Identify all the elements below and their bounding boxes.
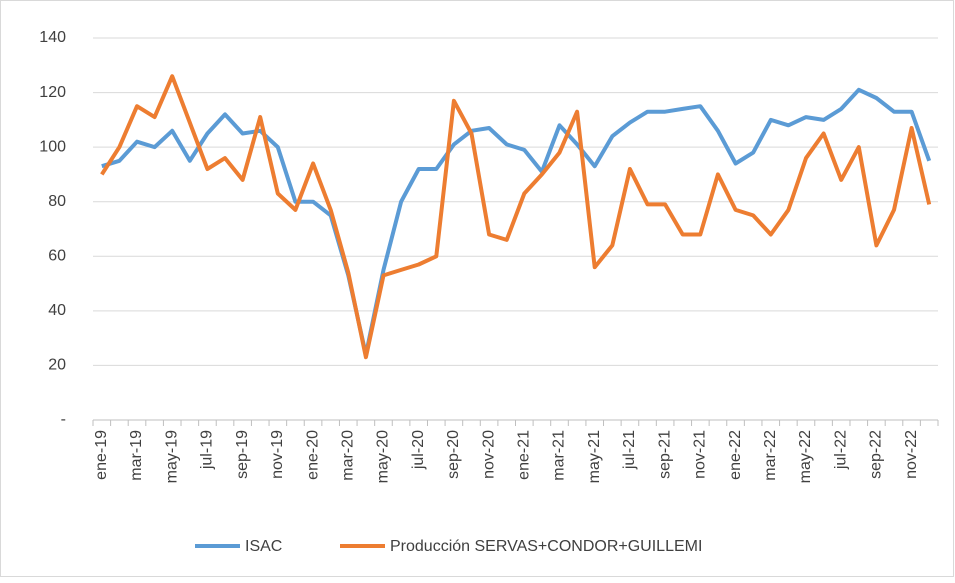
y-tick-label: 100 (39, 138, 66, 155)
x-tick-label: ene-21 (516, 430, 533, 480)
y-tick-label: 40 (48, 302, 66, 319)
y-tick-label: 80 (48, 193, 66, 210)
y-tick-label: 20 (48, 357, 66, 374)
line-series (100, 74, 932, 360)
x-tick-label: nov-21 (692, 430, 709, 479)
y-tick-label: 140 (39, 29, 66, 46)
line-series (101, 87, 932, 357)
x-tick-label: jul-19 (199, 430, 216, 470)
x-tick-label: ene-19 (93, 430, 110, 480)
y-tick-label: 60 (48, 248, 66, 265)
x-tick-label: mar-20 (339, 430, 356, 481)
x-tick-label: ene-20 (304, 430, 321, 480)
x-tick-label: sep-19 (234, 430, 251, 479)
x-tick-label: may-20 (375, 430, 392, 483)
x-tick-label: sep-22 (868, 430, 885, 479)
y-tick-label: 120 (39, 84, 66, 101)
x-tick-label: jul-22 (832, 430, 849, 470)
x-tick-label: may-21 (586, 430, 603, 483)
x-tick-label: mar-21 (551, 430, 568, 481)
x-tick-label: mar-19 (128, 430, 145, 481)
y-tick-label: - (61, 411, 66, 428)
x-tick-label: sep-21 (656, 430, 673, 479)
x-tick-label: nov-19 (269, 430, 286, 479)
x-tick-label: jul-21 (621, 430, 638, 470)
x-tick-label: sep-20 (445, 430, 462, 479)
x-tick-label: ene-22 (727, 430, 744, 480)
x-tick-label: may-22 (797, 430, 814, 483)
legend-label: Producción SERVAS+CONDOR+GUILLEMI (390, 538, 702, 555)
legend-label: ISAC (245, 538, 282, 555)
x-tick-label: nov-22 (903, 430, 920, 479)
x-tick-label: nov-20 (480, 430, 497, 479)
x-tick-label: mar-22 (762, 430, 779, 481)
x-tick-label: may-19 (163, 430, 180, 483)
x-tick-label: jul-20 (410, 430, 427, 470)
